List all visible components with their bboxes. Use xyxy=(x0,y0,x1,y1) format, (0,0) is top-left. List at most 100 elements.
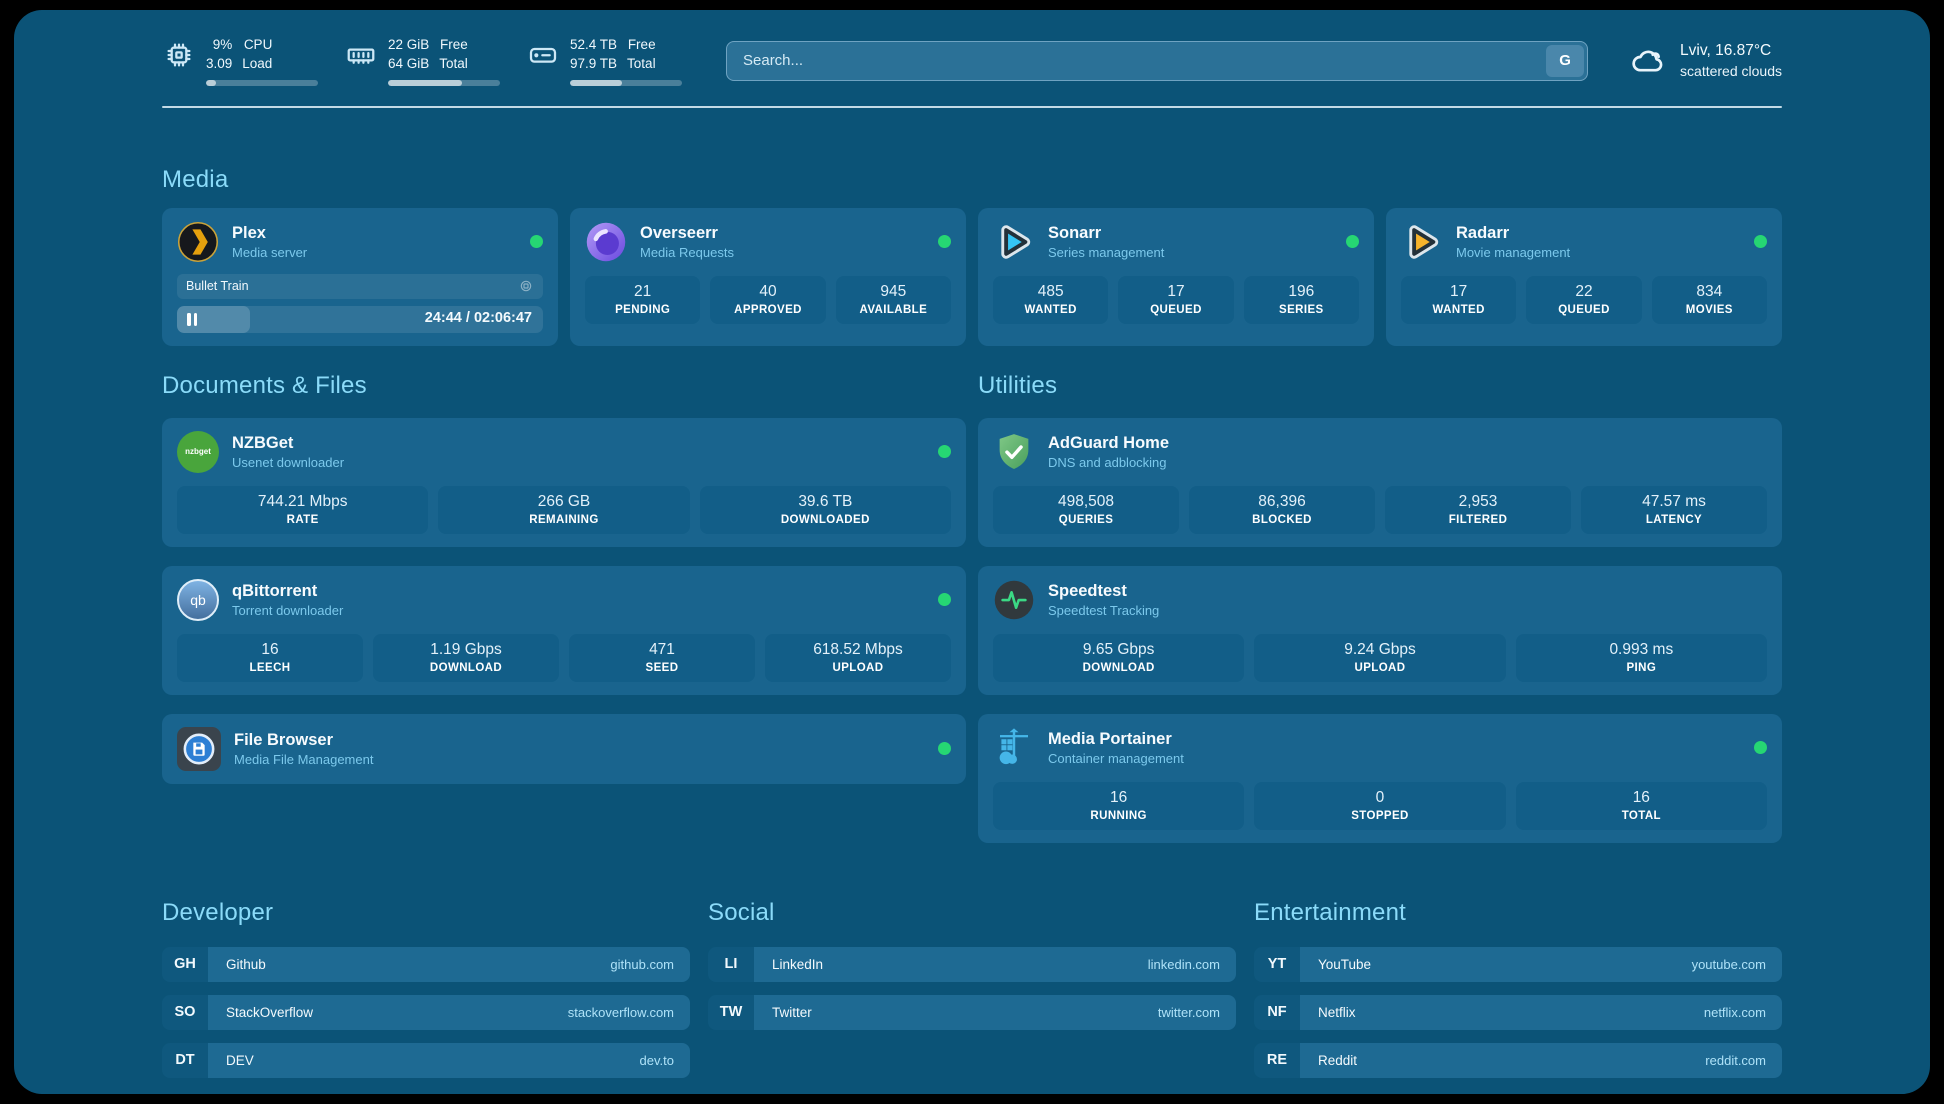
sonarr-card[interactable]: Sonarr Series management 485 WANTED 17 Q… xyxy=(978,207,1374,346)
stat-tile: 40 APPROVED xyxy=(710,275,826,324)
developer-section: Developer GH Github github.com SO StackO… xyxy=(162,899,690,1091)
github-abbr: GH xyxy=(162,946,208,982)
developer-section-title: Developer xyxy=(162,898,274,926)
cpu-icon xyxy=(162,39,196,71)
stat-tile: 498,508 QUERIES xyxy=(993,485,1179,534)
bookmark-host: dev.to xyxy=(639,1052,674,1068)
bookmark-netflix[interactable]: NF Netflix netflix.com xyxy=(1254,994,1782,1030)
memory-icon xyxy=(344,39,378,71)
stat-tile: 834 MOVIES xyxy=(1651,275,1767,324)
stat-tile: 485 WANTED xyxy=(993,275,1109,324)
bookmark-host: github.com xyxy=(610,956,674,972)
qbittorrent-subtitle: Torrent downloader xyxy=(232,602,344,618)
stat-tile: 16 TOTAL xyxy=(1515,781,1767,830)
stat-tile: 945 AVAILABLE xyxy=(835,275,951,324)
search-input[interactable] xyxy=(726,40,1589,81)
nzbget-card[interactable]: nzbget NZBGet Usenet downloader 744.21 M… xyxy=(162,417,966,547)
search-bar: G xyxy=(726,40,1589,81)
portainer-name: Media Portainer xyxy=(1048,729,1172,748)
session-settings-icon[interactable] xyxy=(518,278,534,294)
bookmark-host: stackoverflow.com xyxy=(567,1004,674,1020)
media-section: Media Plex Media server xyxy=(162,166,1782,346)
bookmark-twitter[interactable]: TW Twitter twitter.com xyxy=(708,994,1236,1030)
adguard-card[interactable]: AdGuard Home DNS and adblocking 498,508 … xyxy=(978,417,1782,547)
memory-free: 22 GiB xyxy=(388,37,430,52)
stat-tile: 1.19 Gbps DOWNLOAD xyxy=(373,633,559,682)
filebrowser-name: File Browser xyxy=(234,730,334,749)
bookmark-stackoverflow[interactable]: SO StackOverflow stackoverflow.com xyxy=(162,994,690,1030)
overseerr-subtitle: Media Requests xyxy=(640,244,734,260)
bookmark-host: netflix.com xyxy=(1703,1004,1766,1020)
netflix-abbr: NF xyxy=(1254,994,1300,1030)
bookmark-github[interactable]: GH Github github.com xyxy=(162,946,690,982)
bookmark-name: LinkedIn xyxy=(772,956,824,972)
search-engine-button[interactable]: G xyxy=(1546,44,1585,77)
cloud-icon xyxy=(1628,41,1668,81)
bookmark-youtube[interactable]: YT YouTube youtube.com xyxy=(1254,946,1782,982)
linkedin-abbr: LI xyxy=(708,946,754,982)
portainer-card[interactable]: Media Portainer Container management 16 … xyxy=(978,713,1782,843)
qbittorrent-icon: qb xyxy=(177,578,219,621)
stat-tile: 86,396 BLOCKED xyxy=(1189,485,1375,534)
dashboard-panel: 9% 3.09 CPU Load xyxy=(14,10,1930,1094)
sonarr-status-dot xyxy=(1346,235,1359,249)
social-section: Social LI LinkedIn linkedin.com TW Twitt… xyxy=(708,899,1236,1091)
pause-icon[interactable] xyxy=(187,312,197,326)
media-section-title: Media xyxy=(162,165,229,193)
disk-caption-2: Total xyxy=(627,55,656,71)
utilities-section: Utilities AdGuard xyxy=(978,372,1782,843)
plex-subtitle: Media server xyxy=(232,244,308,260)
bookmark-name: YouTube xyxy=(1318,956,1372,972)
header-divider xyxy=(162,105,1782,108)
nzbget-subtitle: Usenet downloader xyxy=(232,454,345,470)
plex-card[interactable]: Plex Media server Bullet Train xyxy=(162,207,558,346)
weather-location-temp: Lviv, 16.87°C xyxy=(1680,41,1772,59)
qbittorrent-name: qBittorrent xyxy=(232,581,318,600)
bookmark-name: DEV xyxy=(226,1052,254,1068)
stat-tile: 0 STOPPED xyxy=(1254,781,1506,830)
disk-free: 52.4 TB xyxy=(570,37,618,52)
speedtest-subtitle: Speedtest Tracking xyxy=(1048,602,1160,618)
bookmark-name: Twitter xyxy=(772,1004,812,1020)
system-stats: 9% 3.09 CPU Load xyxy=(162,36,682,86)
memory-caption-1: Free xyxy=(440,37,468,52)
cpu-caption-2: Load xyxy=(242,55,273,71)
radarr-icon xyxy=(1401,221,1443,263)
bookmark-name: Github xyxy=(226,956,266,972)
radarr-card[interactable]: Radarr Movie management 17 WANTED 22 QUE… xyxy=(1386,207,1782,346)
dev-abbr: DT xyxy=(162,1042,208,1078)
qbittorrent-card[interactable]: qb qBittorrent Torrent downloader 16 LEE… xyxy=(162,565,966,695)
adguard-name: AdGuard Home xyxy=(1048,433,1170,452)
cpu-load: 3.09 xyxy=(206,55,233,71)
disk-caption-1: Free xyxy=(627,37,656,52)
stat-tile: 0.993 ms PING xyxy=(1515,633,1767,682)
bookmark-host: twitter.com xyxy=(1157,1004,1220,1020)
plex-name: Plex xyxy=(232,223,266,242)
filebrowser-icon xyxy=(177,726,221,771)
bookmark-name: Reddit xyxy=(1318,1052,1358,1068)
portainer-icon xyxy=(993,727,1035,769)
stackoverflow-abbr: SO xyxy=(162,994,208,1030)
memory-stat: 22 GiB 64 GiB Free Total xyxy=(344,36,500,86)
portainer-status-dot xyxy=(1754,741,1767,755)
sonarr-subtitle: Series management xyxy=(1048,244,1165,260)
overseerr-icon xyxy=(585,221,627,263)
stat-tile: 196 SERIES xyxy=(1243,275,1359,324)
bookmark-dev[interactable]: DT DEV dev.to xyxy=(162,1042,690,1078)
cpu-stat: 9% 3.09 CPU Load xyxy=(162,36,318,86)
nzbget-icon: nzbget xyxy=(177,430,219,473)
disk-stat: 52.4 TB 97.9 TB Free Total xyxy=(526,36,682,86)
plex-icon xyxy=(177,221,219,263)
overseerr-card[interactable]: Overseerr Media Requests 21 PENDING 40 A… xyxy=(570,207,966,346)
stat-tile: 16 RUNNING xyxy=(993,781,1245,830)
filebrowser-card[interactable]: File Browser Media File Management xyxy=(162,713,966,784)
overseerr-name: Overseerr xyxy=(640,223,718,242)
bookmark-linkedin[interactable]: LI LinkedIn linkedin.com xyxy=(708,946,1236,982)
bookmark-reddit[interactable]: RE Reddit reddit.com xyxy=(1254,1042,1782,1078)
playback-time: 24:44 / 02:06:47 xyxy=(424,309,532,326)
speedtest-card[interactable]: Speedtest Speedtest Tracking 9.65 Gbps D… xyxy=(978,565,1782,695)
stat-tile: 9.24 Gbps UPLOAD xyxy=(1254,633,1506,682)
nzbget-status-dot xyxy=(938,445,951,459)
portainer-subtitle: Container management xyxy=(1048,750,1184,766)
now-playing-title: Bullet Train xyxy=(186,279,249,294)
